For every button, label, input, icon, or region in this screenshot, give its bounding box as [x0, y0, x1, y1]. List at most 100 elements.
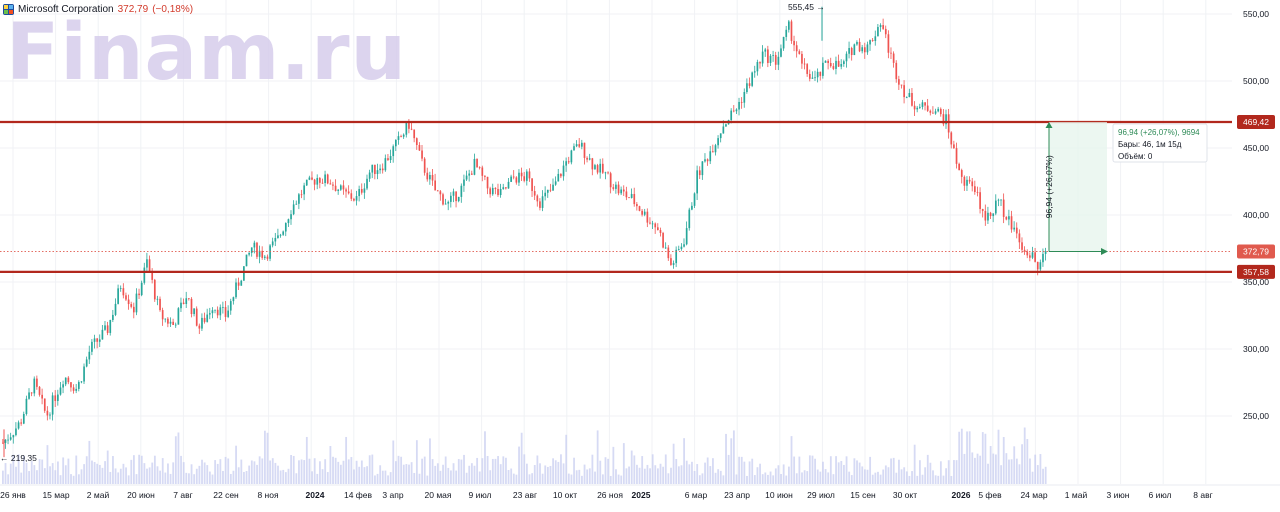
- volume-bar: [544, 465, 547, 484]
- volume-bar: [148, 467, 151, 484]
- candle-body: [546, 189, 549, 193]
- volume-bar: [780, 474, 782, 484]
- volume-bar: [20, 472, 23, 484]
- candle-body: [615, 184, 617, 189]
- volume-bar: [643, 468, 646, 484]
- candle-body: [256, 242, 258, 257]
- candle-body: [114, 303, 117, 315]
- candle-body: [929, 110, 932, 113]
- candle-body: [229, 301, 232, 311]
- candle-body: [85, 359, 88, 367]
- volume-bar: [898, 459, 900, 484]
- candle-body: [248, 252, 250, 255]
- candle-body: [573, 146, 575, 151]
- candle-body: [578, 144, 581, 147]
- volume-bar: [1044, 466, 1047, 484]
- volume-bar: [337, 461, 340, 484]
- candle-body: [539, 201, 541, 208]
- volume-bar: [984, 433, 987, 484]
- volume-bar: [953, 460, 955, 484]
- volume-bar: [840, 460, 843, 484]
- candle-body: [169, 321, 172, 324]
- candle-body: [974, 186, 976, 192]
- candle-body: [955, 148, 958, 164]
- volume-bar: [127, 475, 130, 484]
- candle-body: [646, 211, 649, 223]
- volume-bar: [138, 454, 141, 484]
- price-range-measure[interactable]: 96,94 (+26,07%) 96,94 (+26,07%), 9694 Бары…: [1044, 121, 1208, 255]
- last-price-badge-label: 372,79: [1243, 246, 1269, 256]
- volume-bar: [756, 467, 759, 484]
- candle-body: [339, 185, 342, 190]
- candle-body: [843, 61, 845, 65]
- candle-body: [151, 271, 154, 280]
- candle-body: [405, 122, 408, 135]
- volume-bar: [494, 458, 497, 484]
- candle-body: [1036, 261, 1039, 270]
- volume-bar: [161, 458, 164, 484]
- volume-bar: [884, 465, 887, 484]
- volume-bar: [292, 455, 295, 484]
- volume-bar: [434, 465, 437, 484]
- candle-body: [570, 150, 573, 163]
- volume-bar: [93, 462, 96, 484]
- candle-body: [374, 164, 376, 175]
- volume-bar: [675, 459, 678, 484]
- volume-bar: [746, 475, 748, 484]
- candle-body: [696, 170, 698, 194]
- candle-body: [261, 250, 264, 258]
- ticker-header[interactable]: Microsoft Corporation 372,79 (−0,18%): [3, 2, 193, 16]
- candle-body: [7, 439, 9, 441]
- candle-body: [188, 298, 190, 300]
- volume-bar: [374, 475, 376, 484]
- volume-bar: [7, 474, 10, 484]
- candle-body: [12, 435, 15, 438]
- candle-body: [963, 176, 966, 186]
- volume-bar: [748, 461, 751, 484]
- volume-bar: [452, 463, 455, 484]
- candle-body: [1013, 227, 1016, 230]
- candle-body: [219, 307, 222, 316]
- candle-body: [822, 62, 824, 76]
- candle-body: [426, 172, 429, 180]
- level-badge-upper-bg: [1237, 114, 1275, 129]
- volume-bar: [1010, 459, 1013, 484]
- candle-body: [958, 163, 960, 171]
- volume-bar: [507, 470, 510, 484]
- volume-bar: [677, 466, 680, 484]
- candle-body: [657, 227, 659, 231]
- candle-body: [423, 158, 426, 173]
- candle-body: [313, 179, 316, 185]
- candle-body: [287, 219, 290, 224]
- candle-body: [688, 209, 691, 229]
- volume-bar: [91, 460, 93, 484]
- volume-bar: [353, 469, 355, 484]
- time-axis[interactable]: 26 янв 15 мар 2 май 20 июн 7 авг 22 сен 8 ноя 2…: [0, 490, 1213, 500]
- candle-body: [743, 92, 746, 103]
- volume-bar: [863, 469, 866, 484]
- candle-body: [649, 222, 651, 224]
- candle-body: [93, 338, 96, 342]
- ticker-change: (−0,18%): [152, 3, 194, 15]
- candle-body: [850, 48, 853, 56]
- candle-body: [599, 163, 602, 173]
- volume-bar: [408, 464, 410, 484]
- candle-body: [195, 308, 198, 326]
- volume-bar: [657, 468, 659, 484]
- candle-body: [557, 173, 560, 182]
- candle-body: [701, 161, 704, 176]
- candle-body: [835, 60, 837, 69]
- volume-bar: [712, 458, 714, 484]
- candle-body: [387, 158, 389, 161]
- volume-bar: [573, 457, 575, 484]
- price-tick-label: 350,00: [1243, 277, 1269, 287]
- candle-body: [560, 173, 562, 177]
- candle-body: [62, 384, 64, 388]
- volume-bar: [539, 463, 541, 484]
- volume-bar: [698, 475, 701, 484]
- volume-bar: [1042, 468, 1044, 484]
- volume-bar: [298, 460, 300, 484]
- candle-body: [418, 145, 421, 151]
